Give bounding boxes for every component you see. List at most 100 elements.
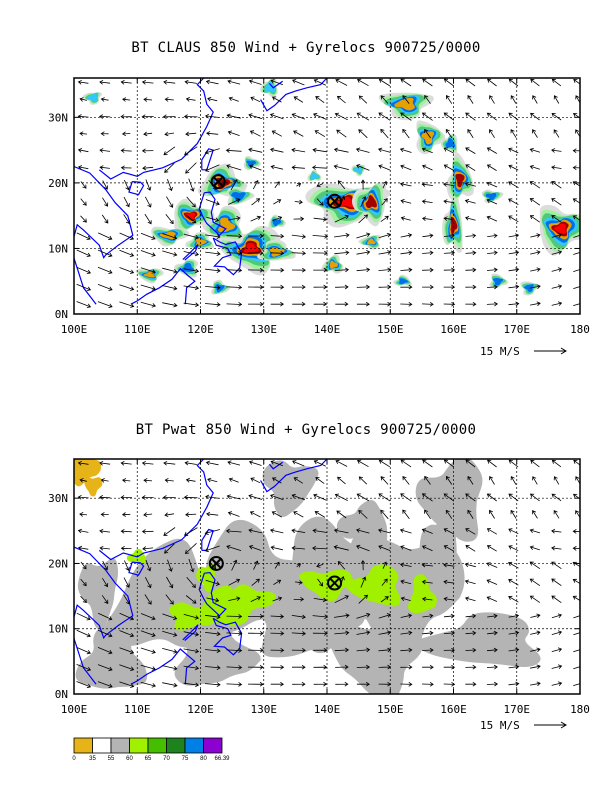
wind-vector (510, 509, 517, 519)
wind-vector (508, 528, 519, 535)
wind-vector (530, 647, 541, 653)
wind-vector (140, 630, 156, 638)
wind-vector (99, 545, 110, 551)
wind-vector (228, 596, 241, 601)
wind-vector (252, 179, 259, 190)
wind-vector (185, 214, 197, 224)
coastline (130, 267, 196, 305)
wind-vector (79, 97, 87, 102)
wind-vector (226, 614, 243, 619)
wind-vector (530, 267, 541, 272)
wind-vector (206, 131, 219, 136)
wind-vector (141, 460, 154, 466)
wind-vector (424, 128, 431, 139)
wind-vector (314, 130, 326, 138)
wind-vector (313, 284, 328, 290)
wind-vector (162, 250, 178, 257)
wind-vector (312, 528, 327, 534)
wind-vector (204, 529, 220, 535)
coastline (182, 624, 199, 641)
wind-vector (378, 664, 392, 670)
wind-vector (464, 181, 476, 187)
wind-vector (378, 681, 392, 687)
wind-vector (530, 233, 541, 238)
wind-vector (382, 180, 388, 189)
wind-vector (291, 234, 307, 239)
wind-vector (551, 112, 562, 121)
wind-vector (162, 665, 178, 671)
wind-vector (529, 595, 541, 603)
wind-vector (400, 233, 413, 238)
wind-vector (551, 647, 563, 652)
wind-vector (97, 301, 113, 308)
wind-vector (231, 559, 238, 571)
wind-vector (378, 301, 392, 307)
wind-vector (80, 181, 87, 189)
wind-vector (226, 631, 243, 636)
wind-vector (312, 234, 329, 239)
wind-vector (356, 664, 371, 670)
wind-vector (422, 164, 433, 171)
coastline (212, 617, 243, 656)
wind-vector (443, 164, 454, 171)
wind-vector (273, 199, 282, 205)
wind-vector (162, 613, 178, 621)
wind-vector (573, 284, 580, 289)
wind-vector (486, 181, 498, 188)
wind-vector (76, 612, 91, 621)
wind-vector (508, 215, 519, 223)
wind-vector (292, 681, 306, 687)
wind-vector (163, 146, 176, 156)
wind-vector (251, 198, 261, 206)
wind-vector (248, 494, 263, 500)
wind-vector (378, 164, 391, 171)
wind-vector (467, 94, 474, 104)
wind-vector (553, 509, 560, 519)
wind-vector (508, 78, 519, 87)
wind-vector (97, 647, 113, 655)
wind-vector (572, 595, 580, 601)
wind-vector (399, 182, 412, 187)
wind-vector (76, 232, 91, 240)
wind-vector (76, 301, 92, 308)
wind-vector (143, 131, 153, 137)
wind-vector (227, 511, 240, 517)
cloud-shading (264, 81, 276, 93)
wind-vector (101, 595, 109, 604)
wind-vector (443, 596, 455, 602)
wind-vector (337, 180, 346, 190)
wind-vector (119, 612, 135, 621)
wind-vector (486, 681, 499, 687)
wind-vector (313, 493, 327, 501)
wind-vector (530, 250, 541, 255)
wind-vector (77, 528, 89, 534)
wind-vector (422, 284, 434, 290)
wind-vector (446, 94, 453, 104)
wind-vector (421, 545, 433, 552)
wind-vector (274, 181, 280, 189)
wind-vector (421, 528, 433, 534)
wind-vector (120, 528, 132, 534)
wind-vector (250, 596, 261, 602)
wind-vector (508, 301, 520, 307)
wind-vector (205, 79, 219, 85)
wind-vector (142, 546, 154, 551)
wind-vector (551, 198, 562, 206)
wind-vector (356, 232, 371, 239)
wind-vector (185, 595, 197, 604)
wind-vector (162, 682, 178, 688)
wind-vector (247, 647, 264, 653)
wind-vector (443, 528, 455, 535)
wind-vector (443, 112, 455, 121)
x-tick-label: 150E (377, 323, 404, 336)
wind-vector (487, 233, 498, 239)
wind-vector (356, 250, 371, 255)
wind-vector (334, 647, 350, 653)
wind-vector (313, 460, 326, 467)
wind-vector (183, 251, 200, 257)
wind-vector (313, 597, 328, 603)
wind-vector (465, 596, 476, 602)
wind-vector (446, 475, 453, 485)
wind-vector (185, 477, 196, 483)
wind-vector (356, 544, 370, 552)
